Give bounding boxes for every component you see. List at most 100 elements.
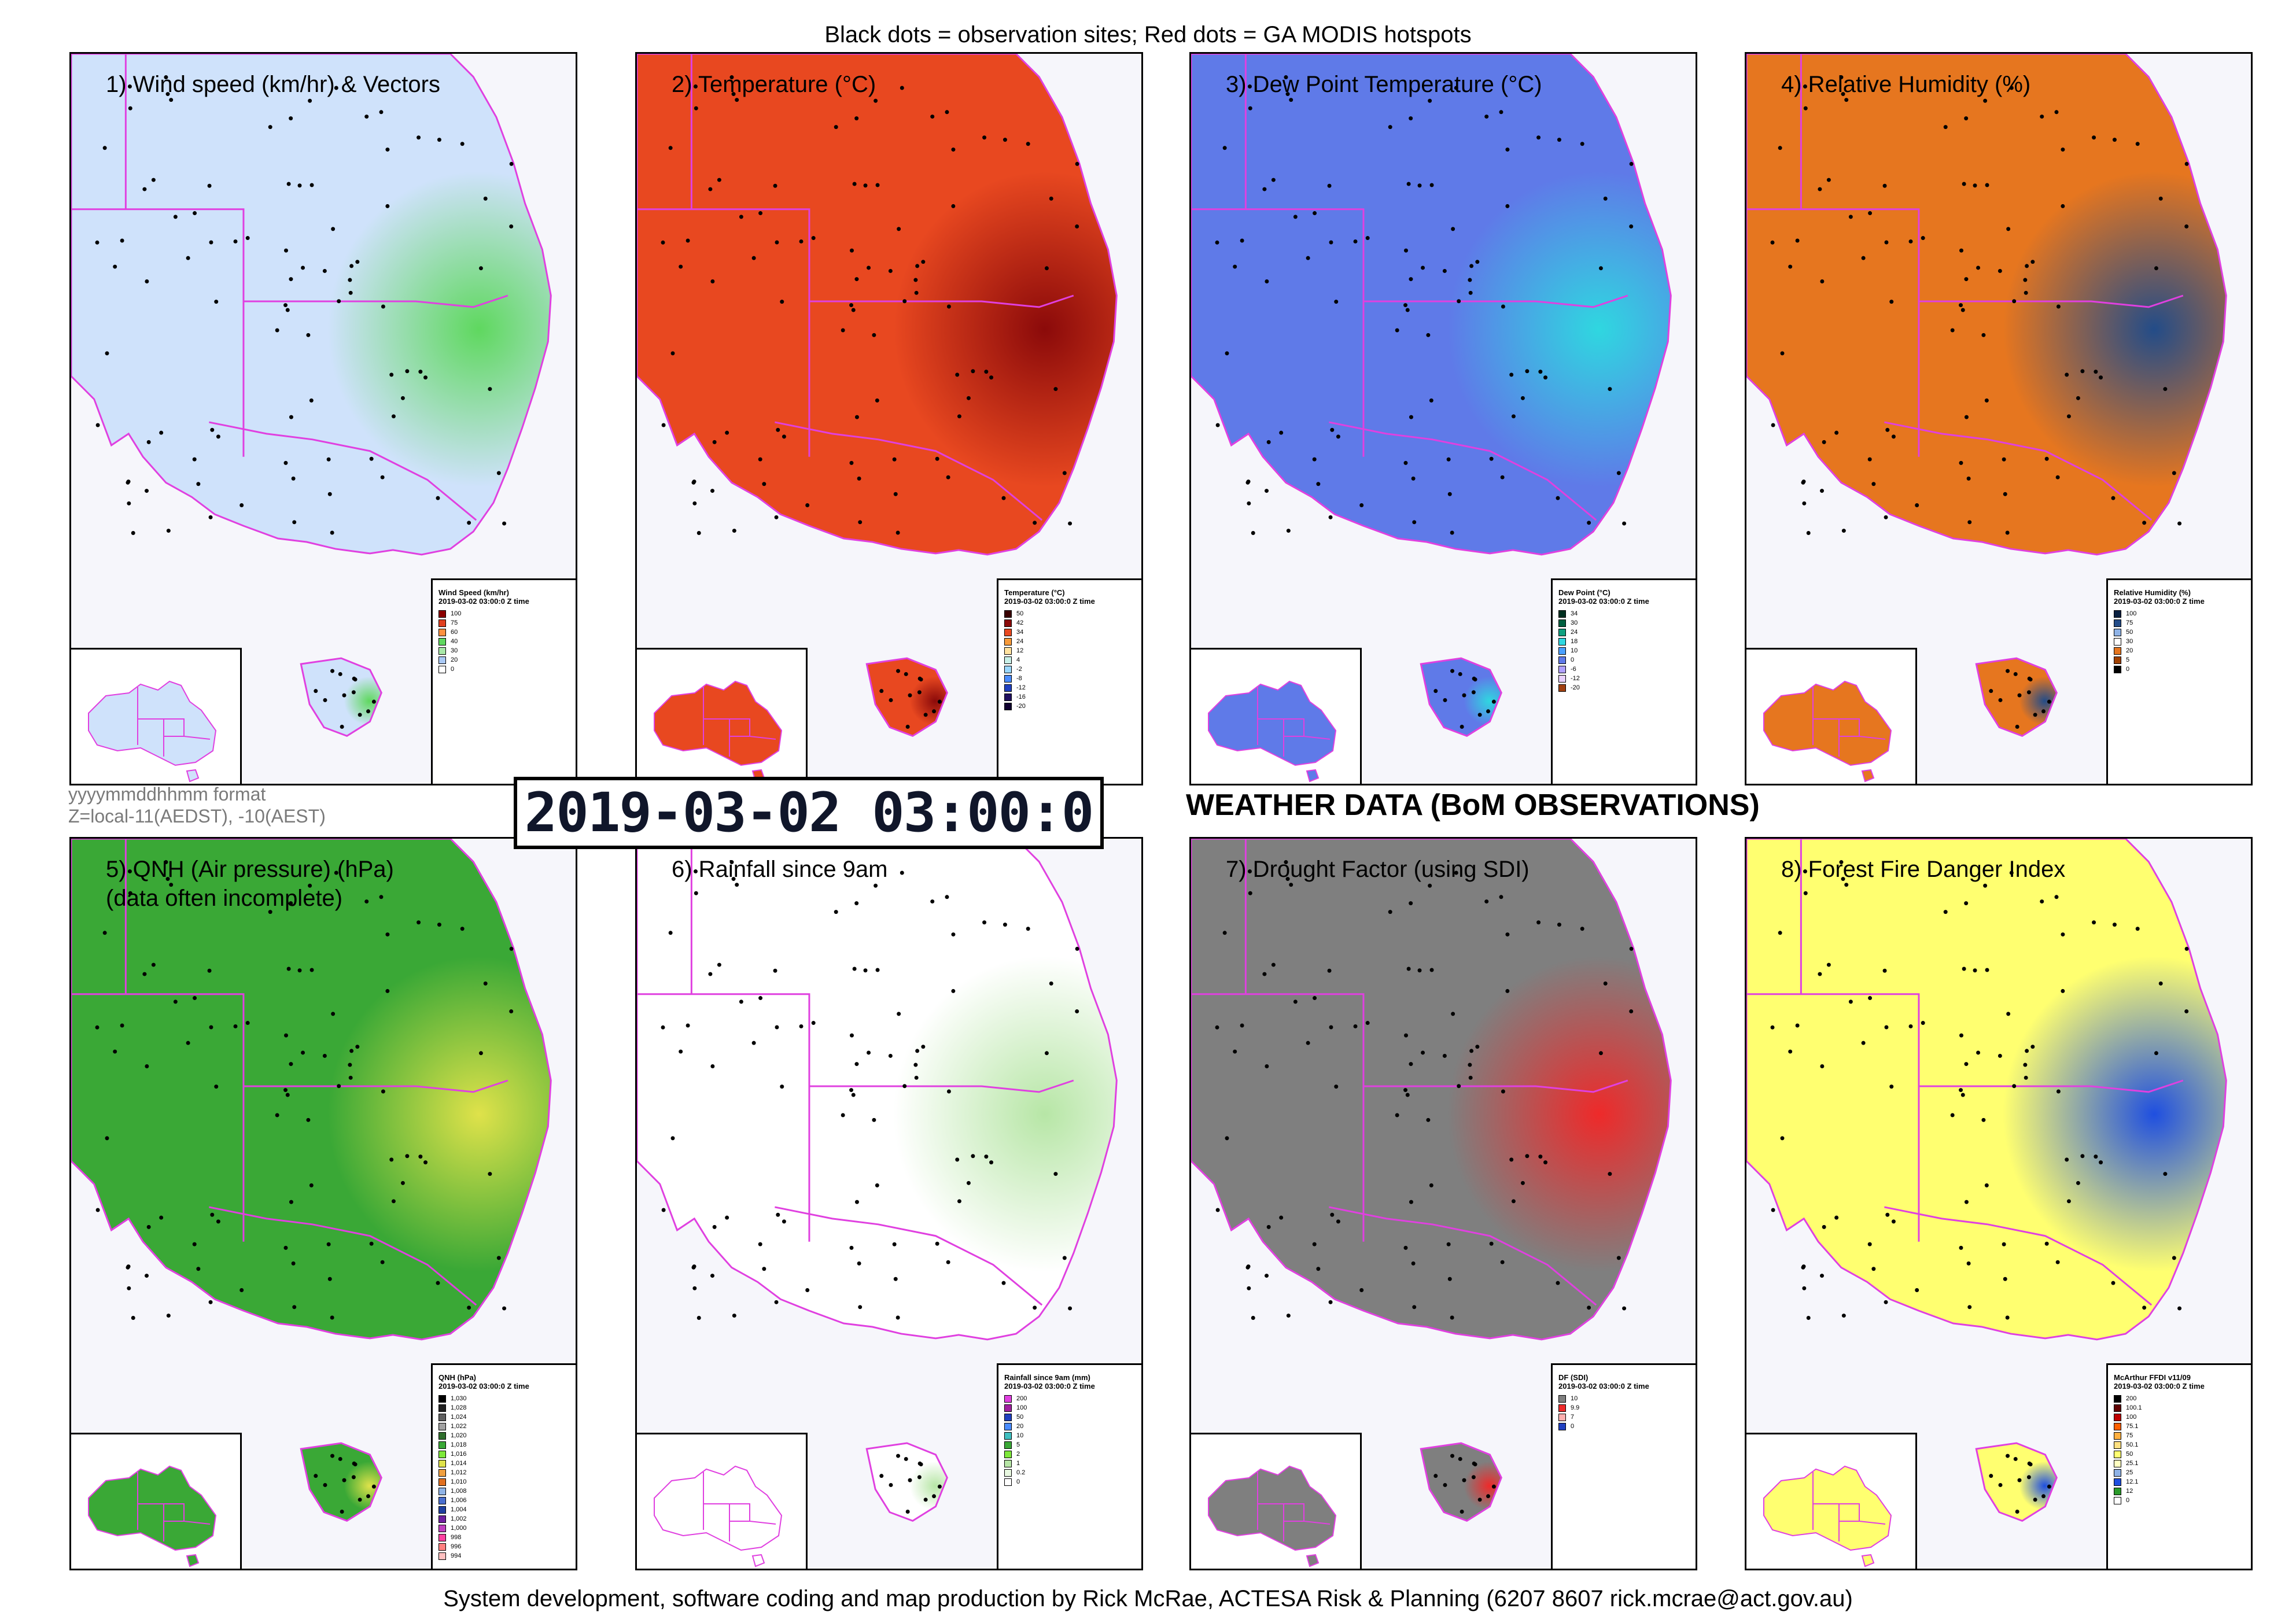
observation-site-dot [165, 92, 170, 97]
observation-site-dot [1403, 460, 1408, 465]
observation-site-dot [418, 1154, 423, 1159]
observation-site-dot [1462, 1478, 1466, 1482]
observation-site-dot [1328, 1300, 1333, 1304]
observation-site-dot [509, 224, 514, 229]
legend-swatch [1004, 684, 1012, 692]
legend-swatch [2114, 1459, 2121, 1467]
legend-swatch [438, 1441, 446, 1449]
observation-site-dot [1822, 440, 1826, 444]
observation-site-dot [1316, 482, 1321, 486]
observation-site-dot [2076, 1181, 2080, 1185]
observation-site-dot [351, 690, 356, 695]
observation-site-dot [192, 457, 197, 462]
legend-label: 2 [1016, 1451, 1020, 1458]
observation-site-dot [159, 430, 164, 435]
observation-site-dot [913, 278, 918, 282]
observation-site-dot [696, 531, 701, 535]
legend-entry: -2 [1004, 665, 1138, 674]
observation-site-dot [1964, 277, 1969, 282]
observation-site-dot [955, 1157, 960, 1162]
observation-site-dot [423, 375, 428, 380]
observation-site-dot [1421, 1050, 1425, 1055]
observation-site-dot [1839, 75, 1844, 80]
observation-site-dot [1981, 1117, 1986, 1122]
legend-entry: 12 [2114, 1486, 2247, 1496]
observation-site-dot [1468, 1075, 1473, 1080]
observation-site-dot [1841, 877, 1845, 881]
legend-entry: 1,014 [438, 1459, 572, 1468]
observation-site-dot [192, 1242, 197, 1246]
observation-site-dot [904, 672, 908, 676]
observation-site-dot [245, 236, 250, 241]
observation-site-dot [982, 920, 987, 925]
observation-site-dot [1388, 125, 1392, 130]
observation-site-dot [1889, 300, 1894, 304]
observation-site-dot [854, 277, 859, 282]
observation-site-dot [834, 910, 838, 914]
observation-site-dot [1222, 931, 1227, 935]
observation-site-dot [436, 1281, 440, 1285]
observation-site-dot [2028, 677, 2033, 682]
observation-site-dot [2061, 147, 2065, 152]
observation-site-dot [1395, 328, 1399, 333]
observation-site-dot [1848, 215, 1853, 219]
observation-site-dot [2028, 1462, 2033, 1467]
observation-site-dot [1587, 1305, 1591, 1310]
legend-entry: 12.1 [2114, 1477, 2247, 1486]
panel-title: 6) Rainfall since 9am [672, 857, 888, 882]
observation-site-dot [1871, 482, 1876, 486]
observation-site-dot [774, 515, 779, 519]
observation-site-dot [1334, 1085, 1339, 1089]
observation-site-dot [982, 135, 987, 140]
observation-site-dot [2006, 1454, 2010, 1458]
observation-site-dot [2003, 1277, 2007, 1281]
legend-label: 20 [1016, 1423, 1024, 1430]
observation-site-dot [1778, 146, 1782, 150]
observation-site-dot [1457, 1084, 1461, 1089]
legend-swatch [2114, 1413, 2121, 1421]
legend-entry: 20 [2114, 646, 2247, 655]
australia-outline [88, 680, 217, 766]
observation-site-dot [1421, 265, 1425, 270]
observation-site-dot [919, 1462, 923, 1467]
observation-site-dot [1312, 1242, 1317, 1246]
observation-site-dot [762, 1267, 766, 1271]
observation-site-dot [1403, 1245, 1408, 1250]
observation-site-dot [2172, 1256, 2176, 1260]
observation-site-dot [1409, 1062, 1413, 1067]
legend-swatch [2114, 1441, 2121, 1449]
observation-site-dot [1806, 1316, 1811, 1320]
legend-title: Wind Speed (km/hr) [438, 588, 509, 597]
observation-site-dot [1803, 106, 1808, 110]
observation-site-dot [2054, 895, 2059, 899]
observation-site-dot [1446, 457, 1451, 462]
observation-site-dot [2158, 981, 2163, 986]
observation-site-dot [380, 475, 385, 479]
legend-entry: 100 [2114, 1412, 2247, 1422]
observation-site-dot [1509, 372, 1514, 377]
legend-swatch [438, 1395, 446, 1403]
legend-swatch [438, 1459, 446, 1467]
observation-site-dot [1433, 1474, 1438, 1478]
observation-site-dot [904, 1456, 908, 1461]
legend-entry: 0 [438, 665, 572, 674]
legend-label: 1,006 [451, 1497, 467, 1504]
observation-site-dot [1049, 196, 1053, 201]
australia-inset-map [1191, 648, 1362, 784]
map-panel-4: 4) Relative Humidity (%) Relative Humidit… [1745, 52, 2253, 785]
observation-site-dot [2003, 492, 2007, 496]
observation-site-dot [400, 1181, 405, 1185]
observation-site-dot [951, 932, 956, 937]
observation-site-dot [1983, 883, 1988, 888]
mainland-region [1746, 839, 2227, 1341]
observation-site-dot [1580, 927, 1584, 931]
observation-site-dot [391, 414, 396, 419]
observation-site-dot [984, 1154, 989, 1159]
observation-site-dot [935, 1241, 939, 1246]
observation-site-dot [385, 988, 390, 993]
observation-site-dot [1501, 1089, 1505, 1094]
observation-site-dot [400, 396, 405, 400]
observation-site-dot [2184, 946, 2189, 951]
legend-label: 1,002 [451, 1515, 467, 1522]
observation-site-dot [2026, 1475, 2031, 1480]
